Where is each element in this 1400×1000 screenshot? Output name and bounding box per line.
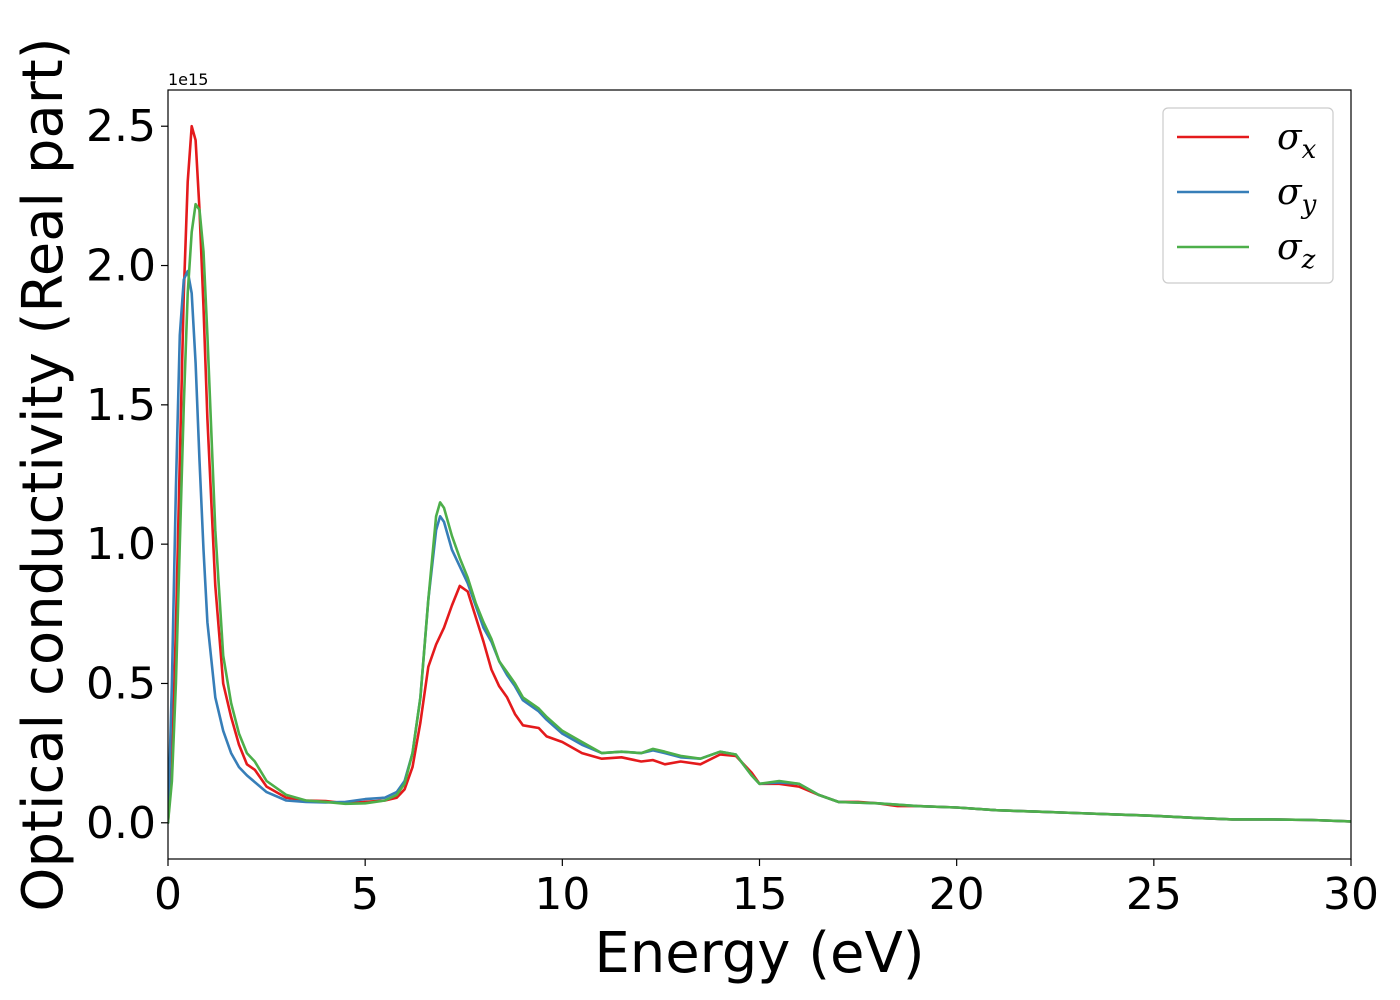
y-tick-label: 2.0 [86, 241, 156, 292]
legend-item-y: σy [1177, 172, 1317, 220]
y-exponent-label: 1e15 [168, 70, 208, 89]
x-tick-label: 30 [1323, 869, 1379, 920]
plot-series [168, 124, 1351, 825]
legend-label: σz [1277, 227, 1316, 275]
legend-item-x: σx [1177, 117, 1317, 165]
y-tick-label: 1.5 [86, 380, 156, 431]
y-axis-title: Optical conductivity (Real part) [11, 37, 76, 911]
legend-item-z: σz [1177, 227, 1316, 275]
y-tick-label: 0.5 [86, 658, 156, 709]
x-tick-label: 15 [732, 869, 788, 920]
x-tick-label: 5 [351, 869, 379, 920]
y-tick-label: 0.0 [86, 798, 156, 849]
legend-label: σx [1277, 117, 1317, 165]
legend-box [1162, 107, 1334, 284]
x-tick-label: 0 [154, 869, 182, 920]
x-axis-title: Energy (eV) [594, 921, 924, 986]
series-line-z [168, 202, 1351, 825]
x-tick-label: 25 [1126, 869, 1182, 920]
series-line-y [168, 269, 1351, 825]
y-tick-label: 1.0 [86, 519, 156, 570]
y-tick-label: 2.5 [86, 101, 156, 152]
x-tick-label: 10 [534, 869, 590, 920]
x-axis: 0 5 10 15 20 25 30 [154, 859, 1379, 920]
y-axis: 0.0 0.5 1.0 1.5 2.0 2.5 [86, 101, 168, 849]
legend: σx σy σz [1162, 107, 1334, 284]
x-tick-label: 20 [929, 869, 985, 920]
legend-label: σy [1277, 172, 1317, 220]
